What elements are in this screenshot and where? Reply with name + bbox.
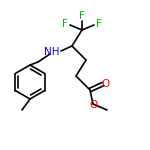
Text: O: O: [102, 79, 110, 89]
Text: F: F: [62, 19, 68, 29]
Text: O: O: [89, 100, 97, 110]
Text: F: F: [79, 11, 85, 21]
Text: F: F: [96, 19, 102, 29]
Text: NH: NH: [44, 47, 60, 57]
